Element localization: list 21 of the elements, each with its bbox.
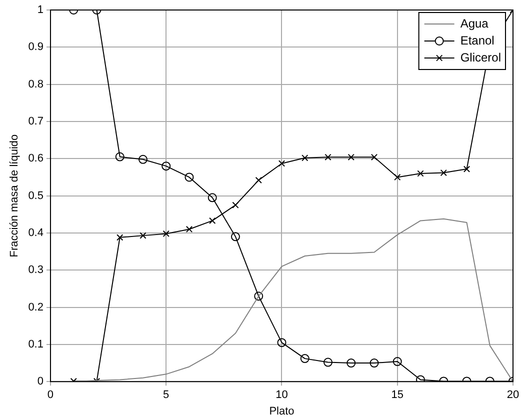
y-tick-label: 0.2 (28, 301, 44, 314)
y-tick-label: 1 (37, 4, 44, 16)
legend-label: Glicerol (460, 50, 502, 64)
y-tick-label: 0.4 (28, 226, 44, 239)
y-tick-label: 0.8 (28, 78, 44, 90)
x-tick-label: 20 (506, 389, 520, 402)
y-tick-label: 0.6 (28, 152, 44, 165)
x-tick-label: 15 (391, 389, 404, 402)
y-tick-label: 0 (37, 376, 44, 388)
x-tick-label: 5 (163, 389, 170, 402)
x-tick-label: 0 (47, 389, 54, 402)
legend-label: Agua (460, 16, 489, 30)
y-tick-label: 0.9 (28, 41, 44, 54)
y-tick-label: 0.5 (28, 190, 44, 202)
x-tick-label: 10 (276, 389, 288, 402)
y-axis-title: Fracción masa de líquido (8, 134, 21, 258)
x-axis-title: Plato (269, 405, 294, 418)
y-tick-label: 0.3 (28, 264, 44, 276)
legend-label: Etanol (460, 33, 494, 48)
y-tick-label: 0.7 (28, 116, 44, 128)
y-tick-label: 0.1 (28, 338, 44, 350)
